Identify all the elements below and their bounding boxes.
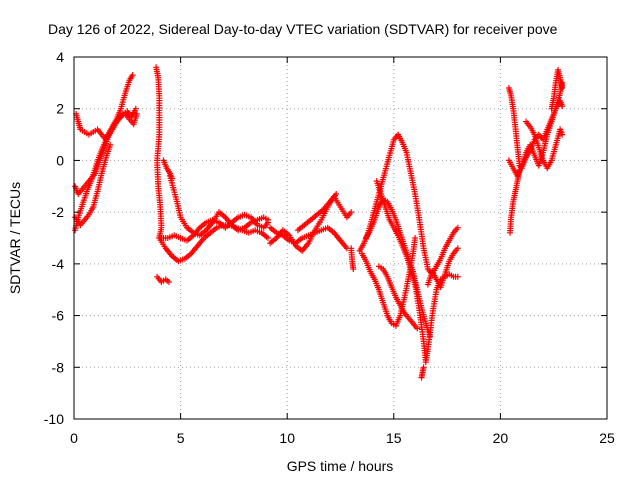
data-point [265,216,271,223]
x-tick-labels: 0 5 10 15 20 25 [70,430,615,446]
x-tick-label: 10 [279,430,295,446]
y-tick-label: -8 [52,359,65,375]
data-point [129,72,136,79]
data-point [165,279,172,285]
data-point [559,103,566,110]
data-point [559,131,566,138]
data-point [333,191,340,197]
y-tick-label: -10 [44,411,64,427]
data-point [132,105,139,112]
x-tick-label: 5 [177,430,185,446]
data-point [516,167,523,174]
data-point [412,235,419,241]
y-tick-label: 4 [56,49,64,65]
y-tick-label: -2 [52,204,65,220]
y-tick-label: 0 [56,152,64,168]
data-point [414,325,421,332]
data-point [350,266,357,272]
data-series-sdtvar [72,64,566,381]
chart-title: Day 126 of 2022, Sidereal Day-to-day VTE… [48,21,558,37]
y-tick-label: 2 [56,101,64,117]
data-point [133,110,140,117]
data-point [454,273,461,280]
x-tick-label: 0 [70,430,78,446]
x-axis-label: GPS time / hours [287,458,394,474]
x-tick-label: 15 [386,430,402,446]
data-point [348,209,355,216]
data-point [420,364,427,371]
x-tick-label: 20 [493,430,509,446]
data-point [107,141,114,148]
plot-frame [73,56,608,420]
data-point [265,235,271,241]
data-point [427,333,433,340]
data-point [454,224,461,231]
y-axis-label: SDTVAR / TECUs [7,182,23,294]
data-point [454,245,461,252]
data-point [559,85,566,91]
y-tick-label: -6 [52,308,65,324]
x-tick-label: 25 [599,430,615,446]
y-tick-labels: -10 -8 -6 -4 -2 0 2 4 [44,49,64,427]
y-tick-label: -4 [52,256,65,272]
